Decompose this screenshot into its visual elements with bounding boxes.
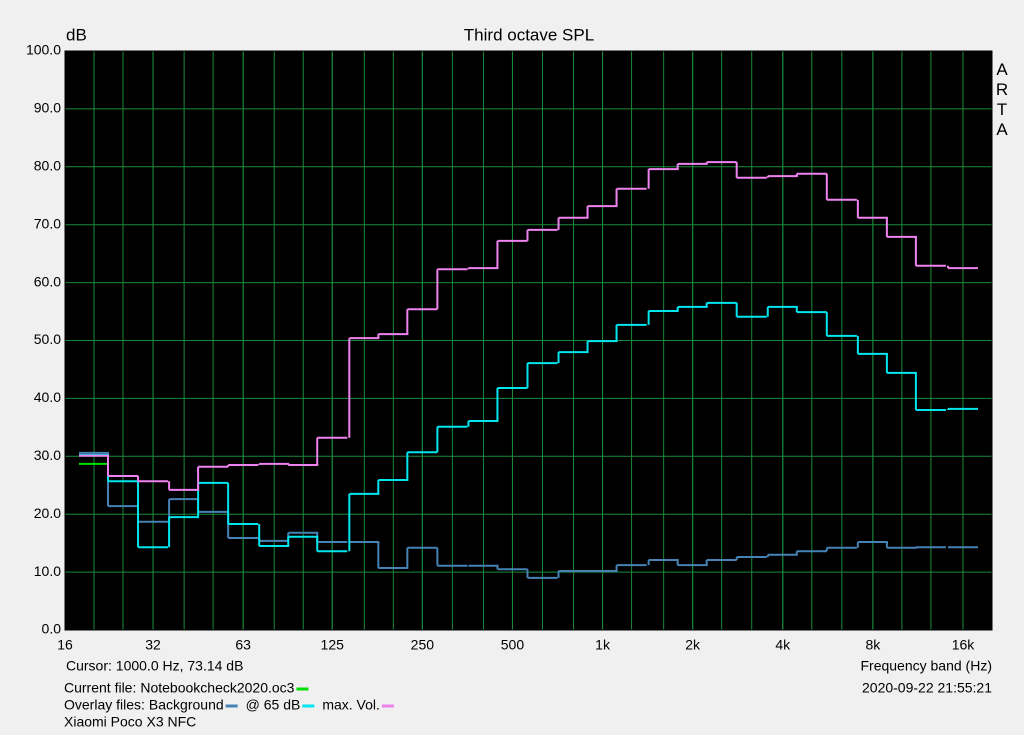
overlay-files-label: Overlay files:: [64, 697, 145, 713]
plot-border: [64, 50, 993, 631]
x-tick-label: 1k: [595, 637, 611, 653]
y-tick-label: 50.0: [34, 331, 61, 347]
x-tick-label: 32: [145, 637, 161, 653]
x-tick-label: 2k: [685, 637, 701, 653]
x-axis-label: Frequency band (Hz): [860, 658, 992, 674]
watermark: ARTA: [993, 60, 1012, 140]
y-tick-label: 40.0: [34, 389, 61, 405]
y-tick-label: 100.0: [26, 42, 61, 58]
y-tick-label: 30.0: [34, 447, 61, 463]
legend-label: Notebookcheck2020.oc3: [140, 680, 294, 696]
x-tick-label: 8k: [865, 637, 881, 653]
y-tick-label: 90.0: [34, 100, 61, 116]
y-tick-label: 60.0: [34, 273, 61, 289]
x-tick-label: 16: [57, 637, 73, 653]
device-name: Xiaomi Poco X3 NFC: [64, 714, 196, 730]
current-file-label: Current file:: [64, 680, 136, 696]
y-tick-label: 0.0: [42, 621, 62, 637]
x-tick-label: 500: [501, 637, 525, 653]
y-axis-label: dB: [66, 25, 87, 44]
x-tick-label: 63: [235, 637, 251, 653]
legend-label: Background: [149, 697, 224, 713]
cursor-readout: Cursor: 1000.0 Hz, 73.14 dB: [66, 658, 243, 674]
y-tick-label: 20.0: [34, 505, 61, 521]
y-tick-label: 80.0: [34, 158, 61, 174]
x-tick-label: 16k: [952, 637, 976, 653]
x-tick-label: 4k: [775, 637, 791, 653]
y-tick-label: 70.0: [34, 215, 61, 231]
x-tick-label: 125: [321, 637, 345, 653]
y-tick-label: 10.0: [34, 563, 61, 579]
legend-label: @ 65 dB: [246, 697, 301, 713]
timestamp: 2020-09-22 21:55:21: [862, 680, 992, 696]
legend-label: max. Vol.: [322, 697, 380, 713]
x-tick-label: 250: [411, 637, 435, 653]
chart-title: Third octave SPL: [464, 25, 594, 44]
